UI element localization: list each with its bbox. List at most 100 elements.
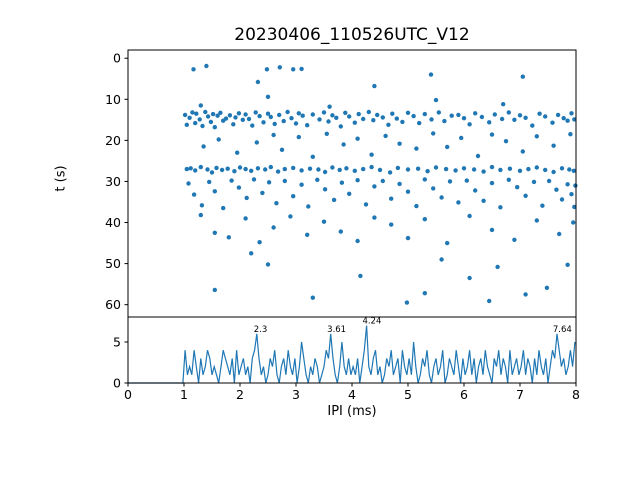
scatter-point (281, 118, 286, 124)
scatter-point (201, 144, 206, 149)
scatter-point (492, 112, 497, 117)
scatter-point (387, 170, 393, 175)
scatter-point (191, 192, 197, 197)
scatter-point (439, 195, 444, 200)
scatter-point (249, 251, 254, 256)
scatter-point (371, 118, 376, 123)
scatter-point (240, 117, 245, 123)
scatter-point (565, 118, 570, 123)
scatter-point (475, 153, 481, 159)
scatter-point (405, 110, 411, 116)
scatter-point (219, 167, 225, 173)
scatter-point (543, 114, 548, 119)
y-tick-label: 30 (105, 174, 121, 189)
scatter-point (404, 300, 410, 305)
scatter-point (255, 166, 261, 171)
scatter-point (187, 115, 192, 121)
scatter-point (277, 65, 282, 70)
scatter-point (489, 132, 495, 137)
scatter-point (386, 122, 391, 128)
scatter-point (266, 180, 272, 185)
scatter-point (461, 166, 467, 171)
scatter-point (405, 189, 411, 194)
scatter-point (405, 235, 411, 241)
scatter-point (212, 189, 217, 194)
scatter-point (285, 109, 290, 115)
scatter-point (369, 152, 374, 157)
scatter-point (246, 116, 252, 122)
scatter-point (271, 225, 276, 230)
scatter-point (456, 112, 461, 118)
scatter-point (471, 167, 477, 172)
scatter-point (263, 167, 268, 172)
scatter-point (543, 167, 548, 173)
scatter-point (265, 94, 271, 100)
scatter-point (282, 166, 287, 172)
x-tick-label: 7 (516, 387, 524, 402)
scatter-point (271, 132, 276, 138)
y-tick-label: 50 (105, 256, 121, 271)
y-tick-label: 60 (105, 297, 121, 312)
scatter-point (559, 197, 565, 202)
peak-annotation: 7.64 (553, 325, 572, 335)
scatter-point (555, 112, 561, 118)
scatter-point (361, 116, 366, 122)
scatter-point (257, 113, 262, 119)
scatter-point (473, 188, 478, 193)
scatter-point (506, 110, 511, 115)
scatter-point (481, 169, 486, 174)
scatter-point (523, 292, 528, 297)
chart-title: 20230406_110526UTC_V12 (234, 25, 470, 45)
scatter-point (188, 166, 193, 171)
scatter-point (459, 135, 464, 141)
x-tick-label: 4 (348, 387, 356, 402)
scatter-point (232, 169, 237, 174)
scatter-point (554, 187, 559, 192)
scatter-point (489, 180, 495, 186)
scatter-point (487, 120, 492, 125)
scatter-point (265, 262, 271, 267)
scatter-point (306, 204, 311, 209)
peak-annotation: 2.3 (254, 325, 268, 335)
scatter-point (315, 177, 320, 182)
scatter-point (395, 165, 401, 171)
scatter-point (243, 112, 248, 117)
scatter-point (291, 67, 296, 72)
scatter-point (243, 216, 248, 221)
scatter-point (307, 166, 313, 171)
scatter-point (411, 113, 416, 119)
scatter-point (487, 298, 492, 304)
scatter-point (400, 119, 405, 125)
scatter-point (559, 166, 565, 171)
scatter-point (277, 112, 282, 118)
scatter-point (520, 149, 525, 154)
x-tick-label: 1 (180, 387, 188, 402)
scatter-point (414, 146, 419, 151)
scatter-point (236, 111, 242, 116)
scatter-point (347, 114, 352, 119)
scatter-point (225, 166, 230, 171)
scatter-point (501, 102, 506, 107)
scatter-point (397, 141, 402, 146)
scatter-point (537, 111, 542, 116)
scatter-point (389, 222, 394, 227)
scatter-point (445, 240, 450, 246)
scatter-point (305, 123, 310, 128)
scatter-point (551, 169, 556, 175)
scatter-point (358, 273, 363, 279)
scatter-point (561, 116, 566, 121)
scatter-point (571, 168, 576, 173)
scatter-point (394, 116, 399, 121)
scatter-point (352, 120, 357, 125)
scatter-point (198, 164, 203, 170)
scatter-point (321, 219, 327, 224)
scatter-point (275, 169, 281, 174)
scatter-point (250, 123, 255, 128)
scatter-point (397, 181, 402, 187)
y-tick-label: 0 (113, 376, 121, 391)
scatter-point (209, 170, 215, 175)
scatter-point (244, 195, 249, 201)
scatter-point (498, 205, 503, 210)
scatter-point (551, 143, 556, 148)
scatter-point (321, 110, 327, 115)
